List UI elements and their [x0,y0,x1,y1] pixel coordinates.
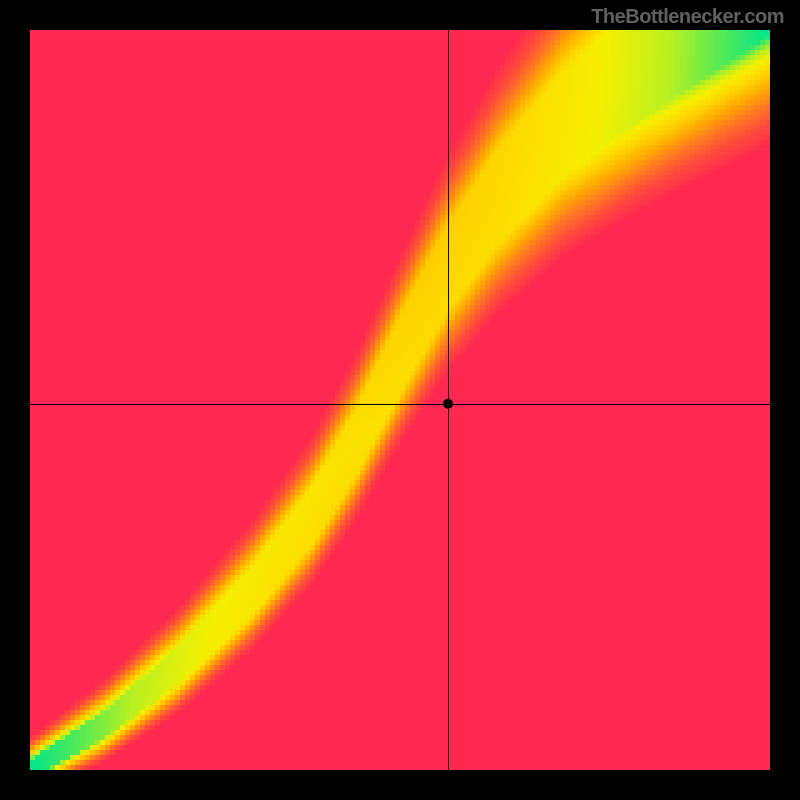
watermark-text: TheBottlenecker.com [591,6,784,29]
chart-container: { "watermark": { "text": "TheBottlenecke… [0,0,800,800]
crosshair-overlay [30,30,770,770]
